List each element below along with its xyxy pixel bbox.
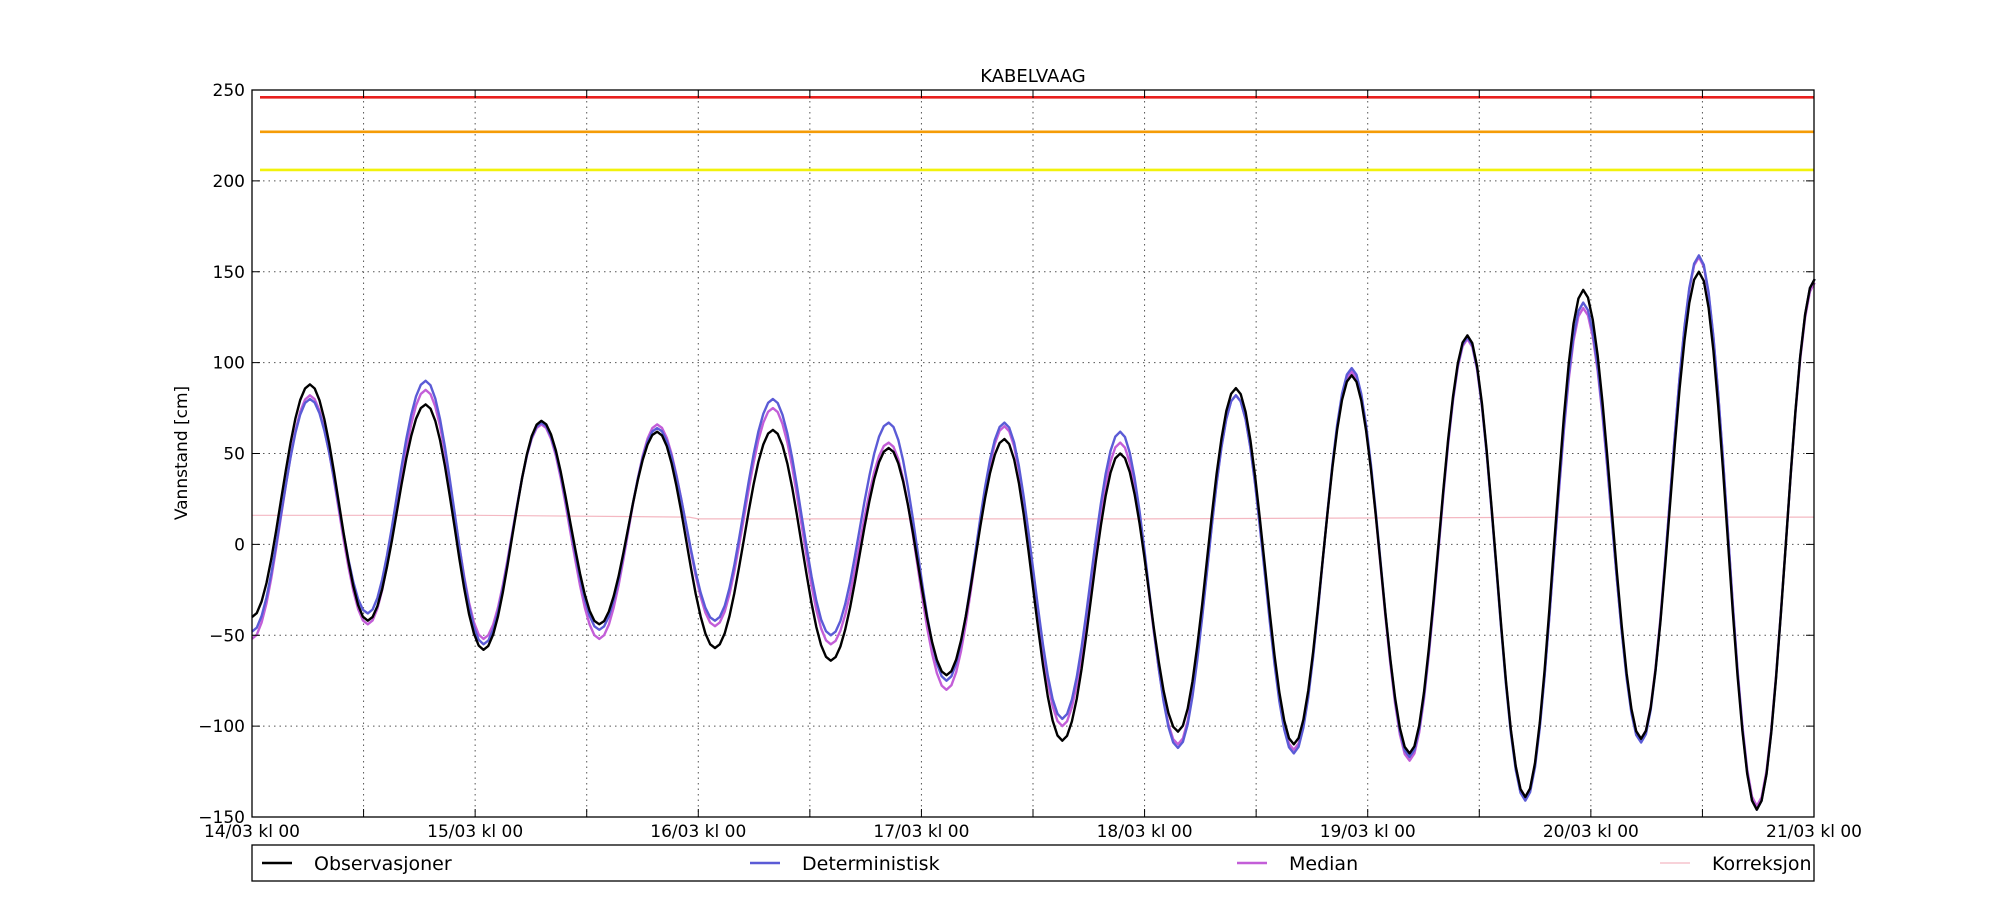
grid [252,90,1814,817]
legend-entry: Observasjoner [262,853,452,875]
x-tick-label: 20/03 kl 00 [1543,822,1639,842]
y-tick-label: 100 [213,354,245,374]
legend-entries: Observasjoner Deterministisk Median Korreks… [262,853,1812,875]
y-tick-labels: −150 −100 −50 0 50 100 150 200 250 [198,81,245,828]
series-lines [251,254,1816,811]
series-line-observasjoner [251,270,1816,811]
legend-entry: Median [1237,853,1358,875]
y-tick-label: 200 [213,172,245,192]
x-tick-label: 18/03 kl 00 [1097,822,1193,842]
x-tick-label: 16/03 kl 00 [650,822,746,842]
y-tick-label: −150 [198,808,245,828]
y-tick-label: 250 [213,81,245,101]
legend-entry: Korreksjon [1660,853,1812,875]
y-tick-label: 150 [213,263,245,283]
x-tick-label: 15/03 kl 00 [427,822,523,842]
y-tick-label: 0 [234,535,245,555]
x-tick-label: 21/03 kl 00 [1766,822,1862,842]
legend-label: Korreksjon [1712,853,1812,875]
series-line-korreksjon [252,514,1814,520]
x-tick-label: 14/03 kl 00 [204,822,300,842]
threshold-lines [260,95,1814,172]
y-tick-label: −100 [198,717,245,737]
y-axis-title: Vannstand [cm] [172,386,192,520]
chart-title: KABELVAAG [980,66,1086,87]
legend-frame [251,844,1815,882]
legend-label: Median [1289,853,1358,875]
x-tick-labels: 14/03 kl 00 15/03 kl 00 16/03 kl 00 17/03 k… [204,822,1862,842]
legend-label: Observasjoner [314,853,452,875]
legend: Observasjoner Deterministisk Median Korreks… [251,844,1815,882]
legend-entry: Deterministisk [750,853,940,875]
x-tick-label: 17/03 kl 00 [873,822,969,842]
y-tick-label: 50 [223,445,245,465]
axis-ticks [251,89,1815,818]
legend-label: Deterministisk [802,853,940,875]
x-tick-label: 19/03 kl 00 [1320,822,1416,842]
y-tick-label: −50 [209,626,245,646]
